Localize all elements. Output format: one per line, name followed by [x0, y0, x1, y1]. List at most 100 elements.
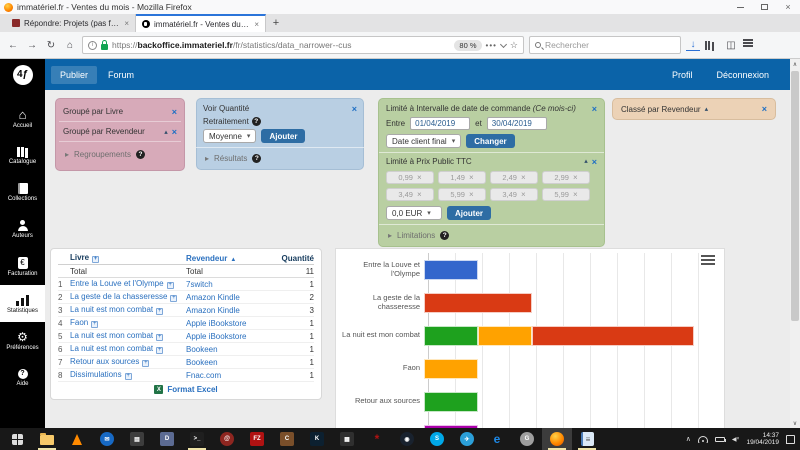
tab-close-icon[interactable]: ×: [254, 19, 259, 29]
volume-muted-icon[interactable]: [732, 436, 740, 443]
help-icon[interactable]: [251, 117, 261, 126]
wifi-icon[interactable]: [697, 435, 708, 443]
filezilla-taskbar-button[interactable]: FZ: [242, 428, 272, 450]
browser-tab[interactable]: Répondre: Projets (pas forcéme ×: [6, 14, 136, 32]
sidebar-item-author[interactable]: Auteurs: [0, 211, 45, 248]
downloads-icon[interactable]: ↓: [686, 39, 700, 51]
remove-icon[interactable]: ×: [468, 173, 474, 182]
search-bar[interactable]: Rechercher: [529, 36, 681, 54]
sidebar-item-gear[interactable]: Préférences: [0, 322, 45, 359]
chart-bar-segment[interactable]: [424, 358, 478, 379]
home-icon[interactable]: ⌂: [66, 39, 74, 51]
file-explorer-taskbar-button[interactable]: [32, 428, 62, 450]
scroll-down-icon[interactable]: ∨: [792, 420, 798, 427]
chart-bar-segment[interactable]: [424, 424, 478, 428]
group-row[interactable]: Groupé par Livre ×: [59, 102, 181, 122]
price-chip[interactable]: 5,99 ×: [542, 188, 590, 201]
help-icon[interactable]: [252, 154, 262, 163]
ebook-reader-taskbar-button[interactable]: ▤: [122, 428, 152, 450]
ajouter-button[interactable]: Ajouter: [261, 129, 306, 143]
topnav-item-publier[interactable]: Publier: [51, 65, 98, 84]
sidebar-item-collections[interactable]: Collections: [0, 174, 45, 211]
close-icon[interactable]: ×: [171, 126, 177, 137]
remove-icon[interactable]: ×: [416, 190, 422, 199]
chart-bar-segment[interactable]: [424, 325, 478, 346]
sidebar-item-invoice[interactable]: Facturation: [0, 248, 45, 285]
expand-icon[interactable]: +: [142, 360, 150, 367]
library-icon[interactable]: [705, 40, 719, 50]
firefox-taskbar-button[interactable]: [542, 428, 572, 450]
steam-taskbar-button[interactable]: ◉: [392, 428, 422, 450]
telegram-taskbar-button[interactable]: ✈: [452, 428, 482, 450]
remove-icon[interactable]: ×: [468, 190, 474, 199]
vertical-scrollbar[interactable]: ∧ ∨: [790, 59, 800, 428]
chart-export-menu-icon[interactable]: [701, 255, 715, 267]
action-center-icon[interactable]: [786, 434, 795, 444]
scrollbar-thumb[interactable]: [791, 71, 799, 321]
livre-link[interactable]: Retour aux sources: [70, 357, 140, 366]
notepad-taskbar-button[interactable]: ≡: [572, 428, 602, 450]
collapse-icon[interactable]: ▴: [164, 128, 168, 136]
minimize-button[interactable]: [728, 0, 752, 14]
expand-icon[interactable]: +: [91, 321, 99, 328]
bookmark-star-icon[interactable]: ☆: [509, 39, 518, 50]
reload-icon[interactable]: ↻: [46, 39, 56, 51]
limitations-expander[interactable]: ▸ Limitations: [386, 229, 597, 241]
calculator-taskbar-button[interactable]: ▦: [332, 428, 362, 450]
help-icon[interactable]: [135, 150, 145, 159]
page-actions-icon[interactable]: •••: [485, 40, 497, 50]
livre-link[interactable]: La nuit est mon combat: [70, 344, 154, 353]
group-row[interactable]: Groupé par Revendeur ▴ ×: [59, 122, 181, 142]
topnav-item-profil[interactable]: Profil: [671, 69, 693, 80]
hidden-icons-chevron[interactable]: ∧: [685, 436, 691, 443]
close-icon[interactable]: ×: [351, 104, 357, 114]
retraitement-select[interactable]: Moyenne ▾: [203, 129, 257, 143]
expand-icon[interactable]: +: [156, 308, 164, 315]
calibre-taskbar-button[interactable]: C: [272, 428, 302, 450]
price-chip[interactable]: 2,99 ×: [542, 171, 590, 184]
remove-icon[interactable]: ×: [520, 190, 526, 199]
revendeur-link[interactable]: Bookeen: [186, 344, 218, 354]
edge-taskbar-button[interactable]: e: [482, 428, 512, 450]
red-logo-app-taskbar-button[interactable]: @: [212, 428, 242, 450]
url-bar[interactable]: i https://backoffice.immateriel.fr/fr/st…: [82, 36, 524, 54]
date-type-select[interactable]: Date client final ▾: [386, 134, 462, 148]
windows-start-taskbar-button[interactable]: [2, 428, 32, 450]
revendeur-link[interactable]: Apple iBookstore: [186, 318, 247, 328]
collapse-icon[interactable]: ▴: [704, 106, 709, 113]
livre-link[interactable]: Faon: [70, 318, 89, 327]
new-tab-button[interactable]: +: [272, 17, 280, 29]
price-chip[interactable]: 1,49 ×: [438, 171, 486, 184]
revendeur-link[interactable]: Fnac.com: [186, 370, 222, 380]
remove-icon[interactable]: ×: [416, 173, 422, 182]
format-excel-link[interactable]: Format Excel: [58, 382, 314, 397]
ajouter-price-button[interactable]: Ajouter: [447, 206, 491, 220]
column-header-revendeur[interactable]: Revendeur ▲: [186, 253, 237, 263]
collapse-icon[interactable]: ▴: [584, 158, 588, 165]
skype-taskbar-button[interactable]: S: [422, 428, 452, 450]
column-header-quantite[interactable]: Quantité: [281, 253, 314, 263]
sidebar-item-catalogue[interactable]: Catalogue: [0, 137, 45, 174]
column-header-livre[interactable]: Livre +: [70, 253, 100, 263]
immateriel-logo[interactable]: 4ƒ: [0, 59, 45, 90]
forward-icon[interactable]: →: [27, 39, 37, 51]
remove-icon[interactable]: ×: [520, 173, 526, 182]
topnav-item-forum[interactable]: Forum: [108, 69, 135, 80]
https-lock-icon[interactable]: [101, 39, 108, 50]
expand-icon[interactable]: +: [124, 373, 132, 380]
scroll-up-icon[interactable]: ∧: [792, 61, 798, 68]
expand-icon[interactable]: +: [166, 282, 174, 289]
sidebar-toggle-icon[interactable]: ◫: [726, 39, 736, 51]
price-chip[interactable]: 2,49 ×: [490, 171, 538, 184]
expand-icon[interactable]: +: [92, 256, 100, 263]
expand-icon[interactable]: +: [170, 295, 178, 302]
remove-icon[interactable]: ×: [572, 173, 578, 182]
battery-icon[interactable]: [714, 436, 726, 442]
revendeur-link[interactable]: Apple iBookstore: [186, 331, 247, 341]
livre-link[interactable]: Dissimulations: [70, 370, 122, 379]
taskbar-clock[interactable]: 14:37 19/04/2019: [746, 432, 779, 447]
livre-link[interactable]: Entre la Louve et l'Olympe: [70, 279, 164, 288]
help-icon[interactable]: [440, 231, 450, 240]
resultats-expander[interactable]: ▸ Résultats: [203, 152, 357, 164]
kindle-taskbar-button[interactable]: K: [302, 428, 332, 450]
